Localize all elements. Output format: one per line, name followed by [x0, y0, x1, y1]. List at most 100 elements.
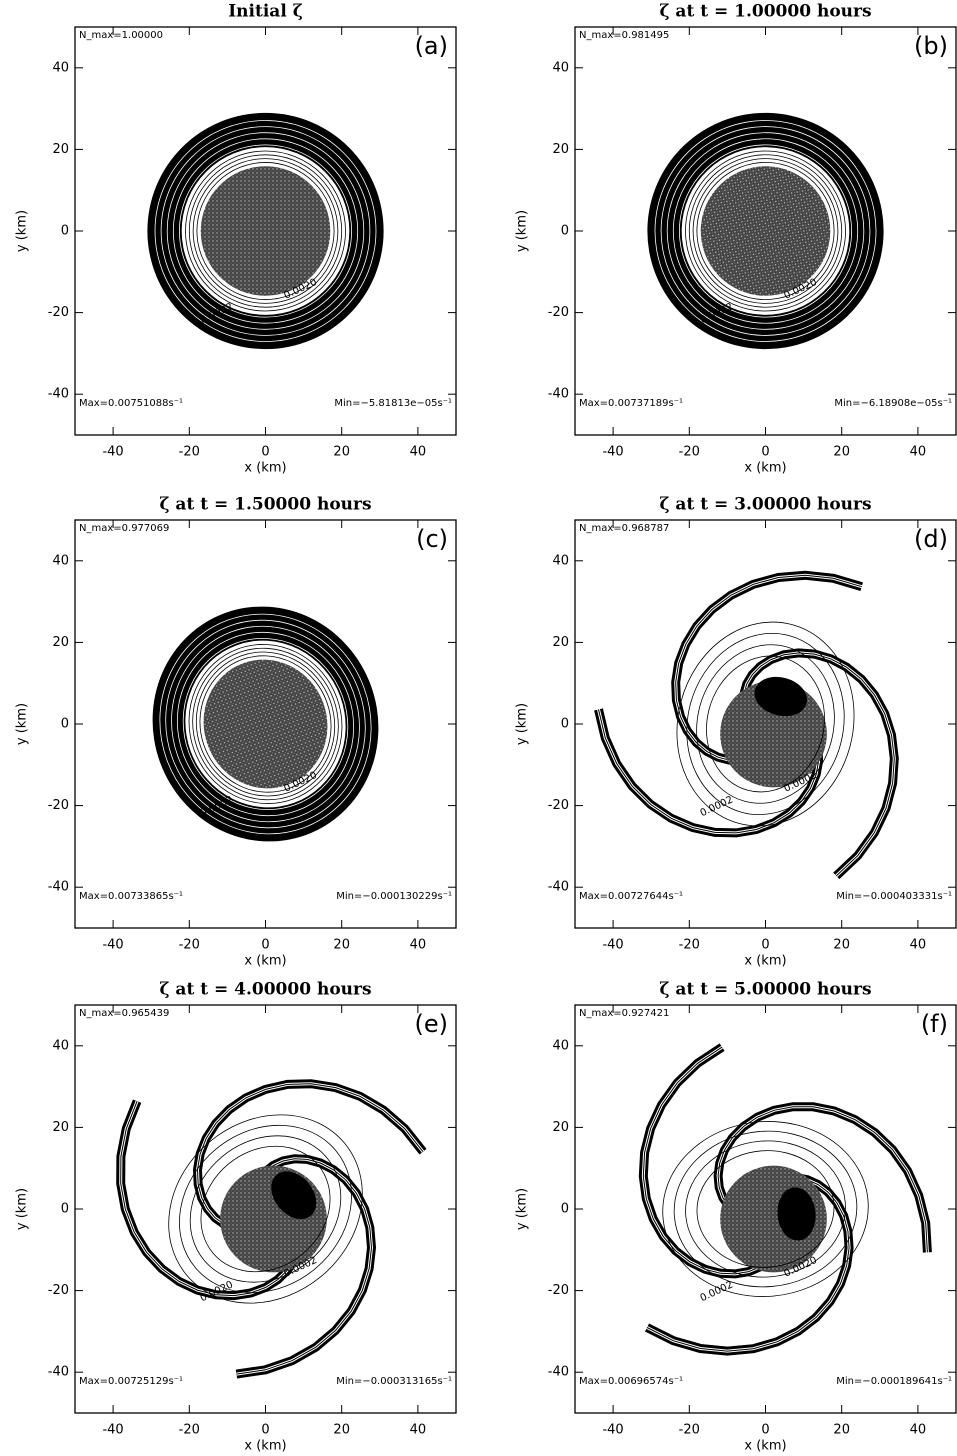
y-tick-label: 40 [552, 1038, 569, 1053]
x-tick-label: -20 [179, 1423, 200, 1438]
y-tick-label: 20 [52, 142, 69, 157]
min-label: Min=−0.000313165s⁻¹ [336, 1376, 452, 1387]
contour [696, 644, 835, 804]
y-tick-label: 0 [61, 717, 69, 732]
min-label: Min=−0.000130229s⁻¹ [336, 891, 452, 902]
y-tick-label: 20 [552, 142, 569, 157]
y-tick-label: 0 [61, 224, 69, 239]
contour [154, 120, 377, 342]
max-label: Max=0.00696574s⁻¹ [579, 1376, 683, 1387]
contour [654, 120, 877, 342]
x-tick-label: -40 [602, 938, 623, 953]
x-tick-label: -20 [679, 938, 700, 953]
core [200, 166, 331, 296]
x-axis-label: x (km) [744, 1439, 786, 1453]
panel-title: ζ at t = 1.50000 hours [159, 495, 371, 515]
max-label: Max=0.00725129s⁻¹ [79, 1376, 183, 1387]
x-tick-label: 0 [761, 445, 769, 460]
y-tick-label: 20 [552, 1120, 569, 1135]
y-tick-label: 0 [561, 1202, 569, 1217]
contour [171, 625, 360, 823]
n-max: N_max=0.981495 [579, 30, 669, 41]
vorticity-field [638, 1043, 932, 1356]
contour [688, 154, 843, 308]
x-tick-label: 40 [910, 1423, 927, 1438]
vorticity-field [147, 112, 384, 350]
blob [754, 676, 807, 717]
vorticity-field [116, 1079, 427, 1379]
n-max: N_max=0.965439 [79, 1008, 169, 1019]
contour-label: 0.0002 [699, 794, 735, 819]
panel-title: ζ at t = 5.00000 hours [659, 980, 871, 1000]
x-tick-label: 0 [261, 445, 269, 460]
contour [168, 1114, 363, 1304]
x-tick-label: 20 [833, 938, 850, 953]
panel-title: ζ at t = 1.00000 hours [659, 2, 871, 22]
x-tick-label: 40 [910, 445, 927, 460]
y-tick-label: 40 [52, 553, 69, 568]
contour [172, 138, 359, 324]
x-tick-label: 0 [761, 938, 769, 953]
x-tick-label: 20 [833, 445, 850, 460]
contour [660, 126, 871, 336]
panel-title: ζ at t = 3.00000 hours [659, 495, 871, 515]
panel-tag: (c) [416, 525, 448, 553]
y-axis-label: y (km) [15, 210, 30, 252]
contour [195, 651, 336, 797]
x-tick-label: -40 [602, 1423, 623, 1438]
contour [678, 144, 853, 318]
contour [188, 644, 343, 804]
contour [662, 1121, 869, 1297]
max-label: Max=0.00733865s⁻¹ [79, 891, 183, 902]
y-tick-label: 40 [52, 60, 69, 75]
contour [165, 619, 366, 829]
contour [199, 655, 332, 793]
contour [673, 1130, 858, 1288]
x-tick-label: 20 [333, 938, 350, 953]
contour [182, 637, 349, 811]
x-tick-label: -20 [679, 445, 700, 460]
x-tick-label: -20 [179, 938, 200, 953]
max-label: Max=0.00751088s⁻¹ [79, 398, 183, 409]
y-tick-label: -20 [548, 305, 569, 320]
x-tick-label: -20 [679, 1423, 700, 1438]
contour [696, 162, 835, 300]
filament-edge [675, 574, 862, 761]
x-tick-label: 20 [833, 1423, 850, 1438]
contour [672, 138, 859, 324]
x-tick-label: -40 [102, 445, 123, 460]
max-label: Max=0.00727644s⁻¹ [579, 891, 683, 902]
max-label: Max=0.00737189s⁻¹ [579, 398, 683, 409]
x-axis-label: x (km) [244, 1439, 286, 1453]
x-axis-label: x (km) [244, 461, 286, 476]
contour [692, 158, 839, 304]
y-tick-label: -20 [548, 1283, 569, 1298]
panel-title: ζ at t = 4.00000 hours [159, 980, 371, 1000]
min-label: Min=−6.18908e−05s⁻¹ [834, 398, 952, 409]
y-tick-label: 0 [561, 224, 569, 239]
filament-edge [743, 652, 895, 877]
x-tick-label: -40 [102, 938, 123, 953]
y-axis-label: y (km) [15, 1188, 30, 1230]
min-label: Min=−0.000189641s⁻¹ [836, 1376, 952, 1387]
contour [200, 1145, 331, 1273]
y-tick-label: 40 [52, 1038, 69, 1053]
contour [686, 633, 845, 815]
filament-edge [236, 1158, 373, 1375]
x-axis-label: x (km) [244, 954, 286, 969]
vorticity-field [647, 112, 884, 350]
y-tick-label: -20 [548, 798, 569, 813]
x-tick-label: 40 [410, 445, 427, 460]
y-tick-label: 20 [552, 635, 569, 650]
n-max: N_max=0.968787 [579, 523, 669, 534]
contour [176, 631, 355, 817]
y-axis-label: y (km) [15, 703, 30, 745]
contour [676, 621, 855, 827]
x-axis-label: x (km) [744, 461, 786, 476]
y-tick-label: -40 [548, 387, 569, 402]
